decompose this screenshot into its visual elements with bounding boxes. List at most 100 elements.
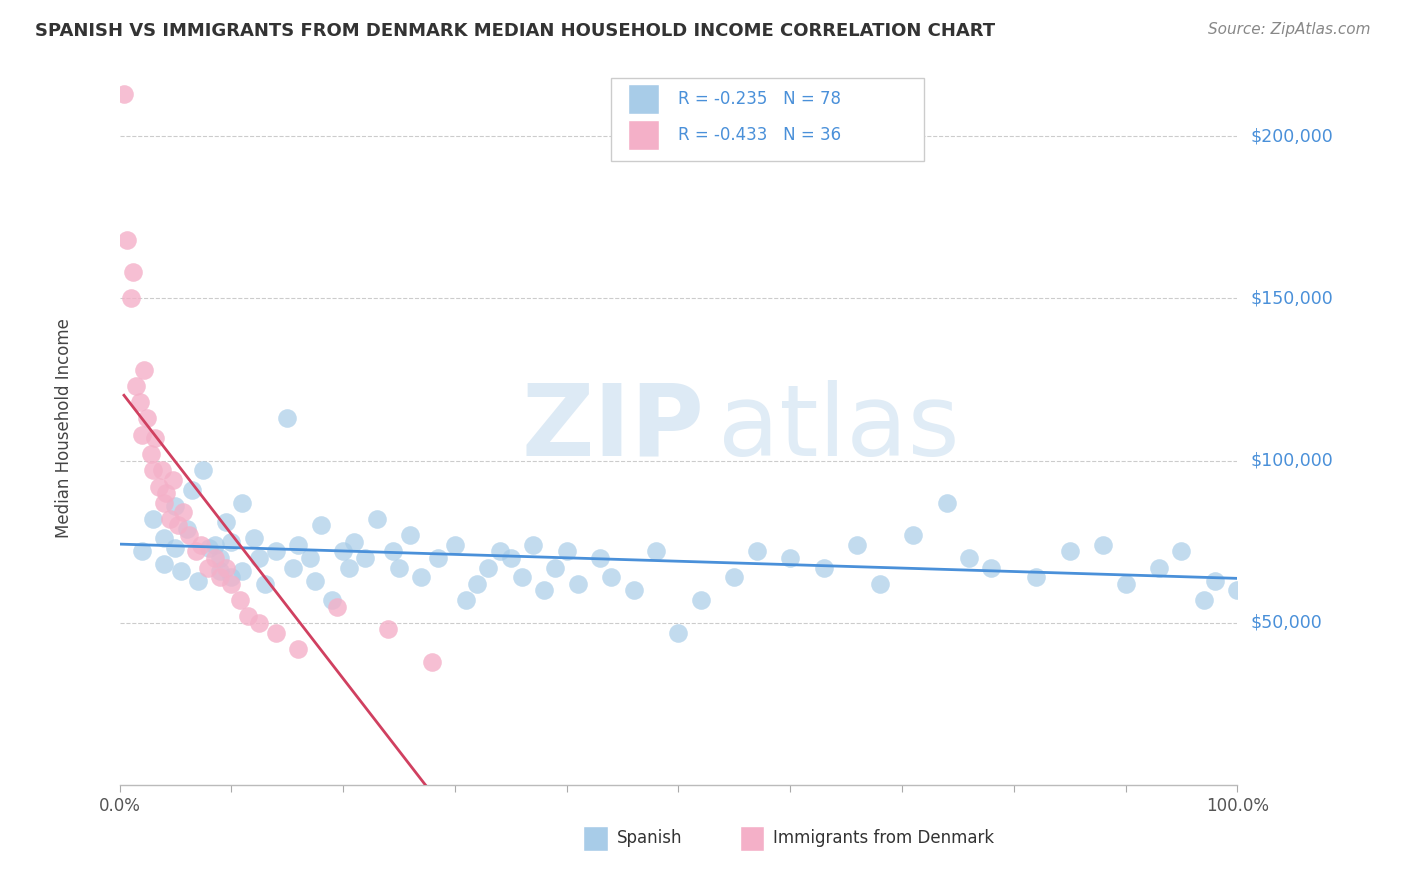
Point: [901, 528, 924, 542]
FancyBboxPatch shape: [612, 78, 924, 161]
Point: [623, 583, 645, 598]
Point: [153, 496, 176, 510]
Point: [846, 538, 869, 552]
Point: [343, 534, 366, 549]
Text: $100,000: $100,000: [1251, 451, 1333, 469]
Point: [645, 544, 668, 558]
Point: [247, 615, 270, 630]
Point: [166, 518, 188, 533]
Point: [281, 560, 304, 574]
Point: [443, 538, 465, 552]
Point: [131, 544, 153, 558]
Point: [184, 544, 207, 558]
Point: [1226, 583, 1249, 598]
Point: [567, 577, 589, 591]
Point: [219, 534, 243, 549]
Point: [197, 560, 219, 574]
Point: [366, 512, 388, 526]
Point: [1059, 544, 1081, 558]
Point: [427, 550, 450, 565]
Text: SPANISH VS IMMIGRANTS FROM DENMARK MEDIAN HOUSEHOLD INCOME CORRELATION CHART: SPANISH VS IMMIGRANTS FROM DENMARK MEDIA…: [35, 22, 995, 40]
Point: [600, 570, 623, 584]
Point: [477, 560, 499, 574]
Point: [136, 411, 159, 425]
Text: Source: ZipAtlas.com: Source: ZipAtlas.com: [1208, 22, 1371, 37]
Point: [142, 512, 165, 526]
Point: [354, 550, 377, 565]
Point: [112, 87, 135, 101]
Point: [388, 560, 411, 574]
Text: Median Household Income: Median Household Income: [55, 318, 73, 538]
Point: [264, 625, 287, 640]
Text: $200,000: $200,000: [1251, 128, 1333, 145]
Point: [231, 564, 253, 578]
Point: [309, 518, 332, 533]
Point: [1025, 570, 1047, 584]
Point: [589, 550, 612, 565]
Point: [1192, 593, 1215, 607]
Point: [117, 233, 139, 247]
Point: [723, 570, 745, 584]
Point: [193, 463, 215, 477]
Point: [150, 463, 173, 477]
Text: atlas: atlas: [717, 380, 959, 476]
Point: [555, 544, 578, 558]
Point: [176, 522, 198, 536]
Text: $150,000: $150,000: [1251, 289, 1333, 308]
Point: [465, 577, 488, 591]
Bar: [740, 826, 765, 851]
Point: [666, 625, 689, 640]
Point: [298, 550, 321, 565]
Point: [287, 538, 309, 552]
Point: [264, 544, 287, 558]
Point: [382, 544, 405, 558]
Point: [229, 593, 252, 607]
Bar: [628, 120, 659, 150]
Text: R = -0.235   N = 78: R = -0.235 N = 78: [678, 90, 841, 108]
Point: [332, 544, 354, 558]
Point: [219, 577, 243, 591]
Point: [153, 532, 176, 546]
Point: [148, 479, 170, 493]
Point: [980, 560, 1002, 574]
Point: [779, 550, 801, 565]
Text: R = -0.433   N = 36: R = -0.433 N = 36: [678, 126, 842, 144]
Point: [510, 570, 533, 584]
Text: ZIP: ZIP: [522, 380, 704, 476]
Point: [131, 427, 153, 442]
Point: [253, 577, 276, 591]
Point: [377, 622, 399, 636]
Point: [155, 486, 177, 500]
Point: [326, 599, 349, 614]
Point: [287, 641, 309, 656]
Point: [247, 550, 270, 565]
Point: [488, 544, 510, 558]
Point: [159, 512, 181, 526]
Point: [957, 550, 980, 565]
Point: [1170, 544, 1192, 558]
Point: [215, 560, 238, 574]
Point: [209, 570, 232, 584]
Text: Spanish: Spanish: [617, 830, 682, 847]
Text: $50,000: $50,000: [1251, 614, 1323, 632]
Point: [125, 379, 148, 393]
Point: [204, 538, 226, 552]
Point: [1115, 577, 1137, 591]
Point: [411, 570, 433, 584]
Point: [120, 292, 142, 306]
Point: [522, 538, 544, 552]
Point: [689, 593, 711, 607]
Point: [499, 550, 522, 565]
Point: [219, 570, 243, 584]
Point: [242, 532, 264, 546]
Point: [209, 564, 232, 578]
Point: [165, 499, 187, 513]
Point: [172, 506, 194, 520]
Point: [236, 609, 259, 624]
Point: [304, 574, 326, 588]
Point: [204, 550, 226, 565]
Text: Immigrants from Denmark: Immigrants from Denmark: [773, 830, 994, 847]
Point: [162, 473, 184, 487]
Point: [745, 544, 768, 558]
Point: [198, 541, 221, 556]
